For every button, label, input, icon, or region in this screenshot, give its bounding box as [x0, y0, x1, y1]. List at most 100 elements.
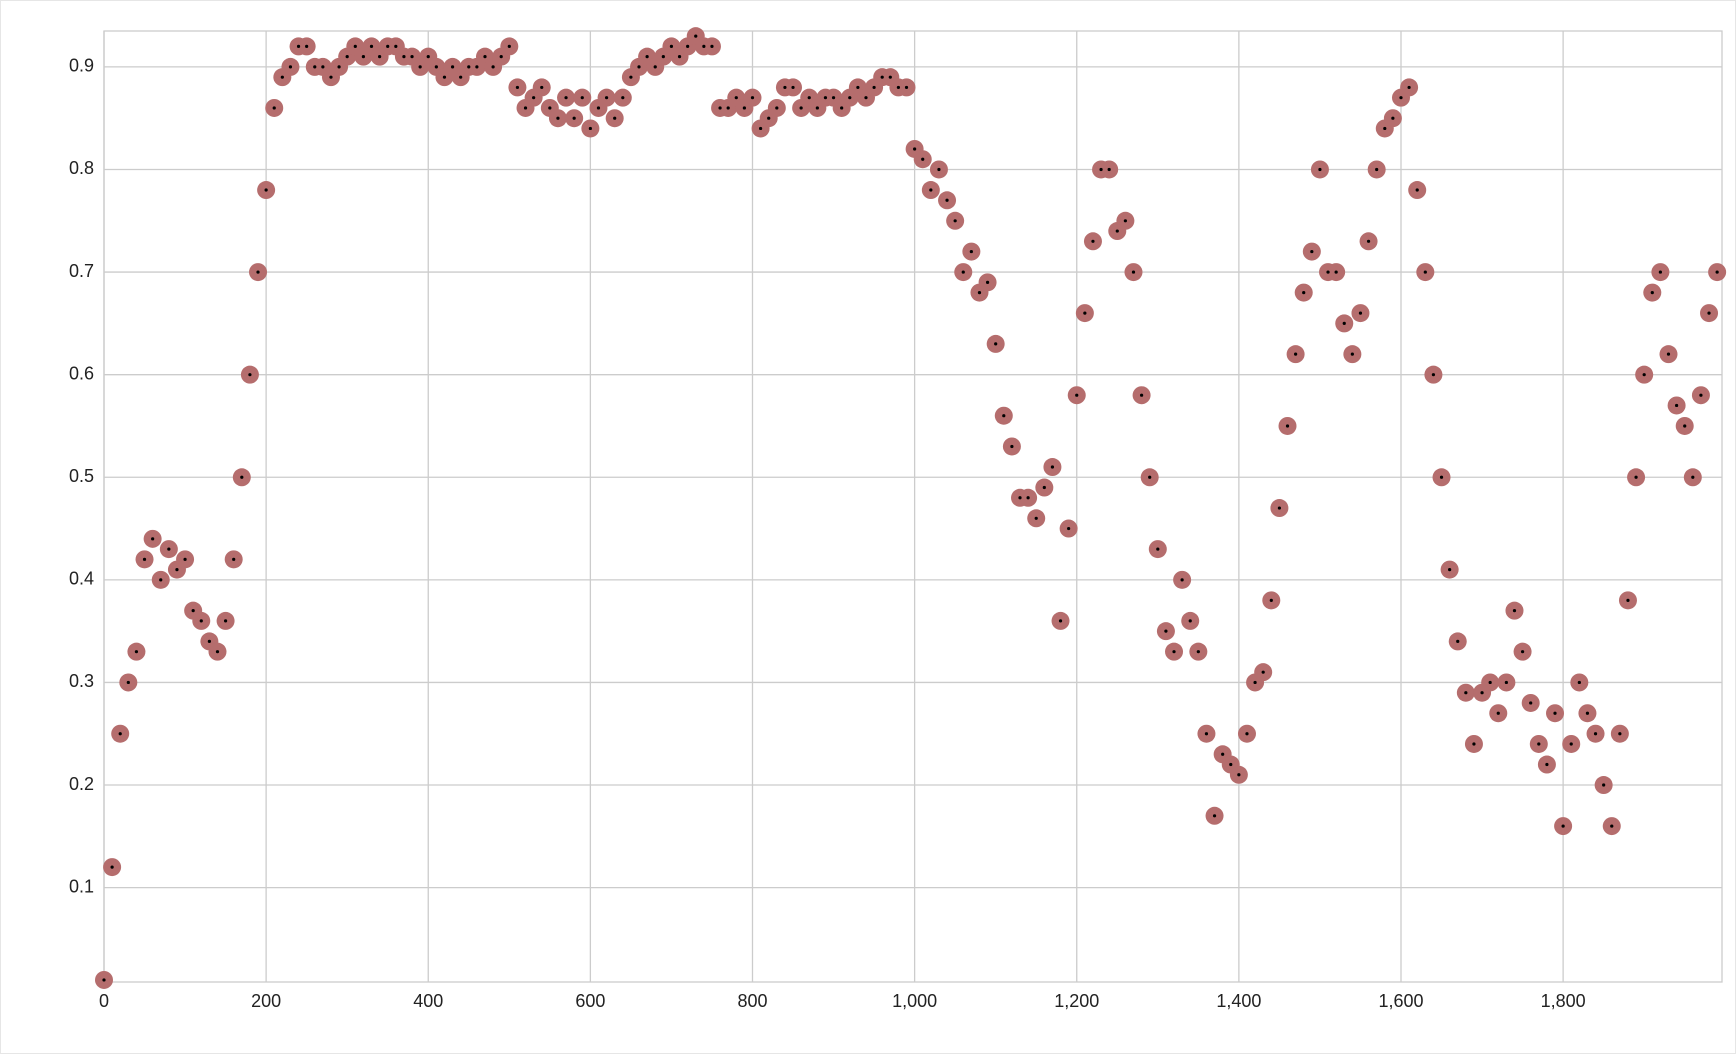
- point-center: [1221, 752, 1225, 756]
- point-center: [1026, 496, 1030, 500]
- point-center: [1326, 270, 1330, 274]
- point-center: [872, 85, 876, 90]
- point-center: [1245, 732, 1249, 736]
- point-center: [1391, 116, 1395, 120]
- point-center: [1156, 547, 1160, 551]
- point-center: [823, 96, 828, 100]
- point-center: [1585, 711, 1590, 715]
- point-center: [637, 65, 641, 69]
- point-center: [1107, 167, 1111, 172]
- point-center: [491, 65, 495, 69]
- point-center: [207, 639, 211, 644]
- point-center: [750, 96, 755, 100]
- point-center: [1058, 619, 1063, 623]
- point-center: [232, 557, 236, 561]
- point-center: [1683, 424, 1687, 428]
- point-center: [378, 55, 382, 59]
- point-center: [1302, 291, 1306, 295]
- point-center: [369, 44, 374, 48]
- point-center: [1253, 680, 1257, 685]
- point-center: [710, 44, 714, 48]
- point-center: [418, 65, 422, 69]
- point-center: [588, 126, 592, 131]
- point-center: [1480, 691, 1484, 695]
- point-center: [151, 537, 155, 541]
- point-center: [1448, 567, 1452, 572]
- point-center: [1075, 393, 1079, 397]
- x-tick-label: 1,800: [1541, 991, 1586, 1011]
- point-center: [653, 65, 657, 69]
- point-center: [969, 249, 973, 254]
- point-center: [661, 55, 665, 59]
- point-center: [799, 106, 803, 110]
- point-center: [280, 75, 284, 79]
- point-center: [329, 75, 333, 79]
- point-center: [1626, 598, 1630, 602]
- point-center: [1569, 742, 1573, 746]
- x-tick-label: 1,600: [1378, 991, 1423, 1011]
- x-tick-label: 200: [251, 991, 281, 1011]
- point-center: [442, 75, 447, 79]
- point-center: [945, 198, 949, 202]
- point-center: [815, 106, 819, 110]
- y-tick-label: 0.6: [69, 363, 94, 383]
- point-center: [459, 75, 463, 79]
- point-center: [1261, 670, 1265, 674]
- point-center: [702, 44, 706, 48]
- point-center: [791, 85, 795, 90]
- y-tick-label: 0.2: [69, 774, 94, 794]
- point-center: [126, 680, 130, 685]
- point-center: [1229, 762, 1233, 767]
- point-center: [686, 44, 690, 48]
- point-center: [402, 55, 406, 59]
- point-center: [159, 578, 163, 582]
- point-center: [450, 65, 455, 69]
- point-center: [288, 65, 293, 69]
- point-center: [475, 65, 479, 69]
- point-center: [353, 44, 357, 48]
- point-center: [1610, 824, 1614, 828]
- point-center: [321, 65, 325, 69]
- point-center: [1196, 650, 1200, 654]
- point-center: [759, 126, 763, 131]
- point-center: [426, 55, 430, 59]
- point-center: [937, 167, 941, 172]
- point-center: [1658, 270, 1662, 274]
- point-center: [118, 732, 122, 736]
- point-center: [256, 270, 260, 274]
- point-center: [1148, 475, 1152, 479]
- point-center: [1439, 475, 1444, 479]
- y-tick-label: 0.1: [69, 876, 94, 896]
- point-center: [102, 978, 106, 982]
- point-center: [807, 96, 811, 100]
- point-center: [1496, 711, 1500, 715]
- x-tick-label: 1,400: [1216, 991, 1261, 1011]
- y-tick-label: 0.9: [69, 56, 94, 76]
- point-center: [1675, 403, 1679, 408]
- point-center: [831, 96, 836, 100]
- point-center: [929, 188, 933, 192]
- point-center: [629, 75, 633, 79]
- point-center: [134, 650, 139, 654]
- point-center: [296, 44, 301, 48]
- point-center: [313, 65, 317, 69]
- point-center: [1318, 167, 1322, 172]
- point-center: [580, 96, 584, 100]
- point-center: [1180, 578, 1184, 582]
- point-center: [248, 373, 252, 377]
- point-center: [540, 85, 544, 90]
- point-center: [1715, 270, 1719, 274]
- y-tick-label: 0.4: [69, 569, 94, 589]
- point-center: [977, 291, 982, 295]
- point-center: [734, 96, 738, 100]
- point-center: [694, 34, 698, 38]
- point-center: [1310, 249, 1314, 254]
- point-center: [1593, 732, 1598, 736]
- point-center: [515, 85, 520, 90]
- point-center: [1602, 783, 1606, 787]
- point-center: [305, 44, 309, 48]
- point-center: [742, 106, 746, 110]
- point-center: [394, 44, 398, 48]
